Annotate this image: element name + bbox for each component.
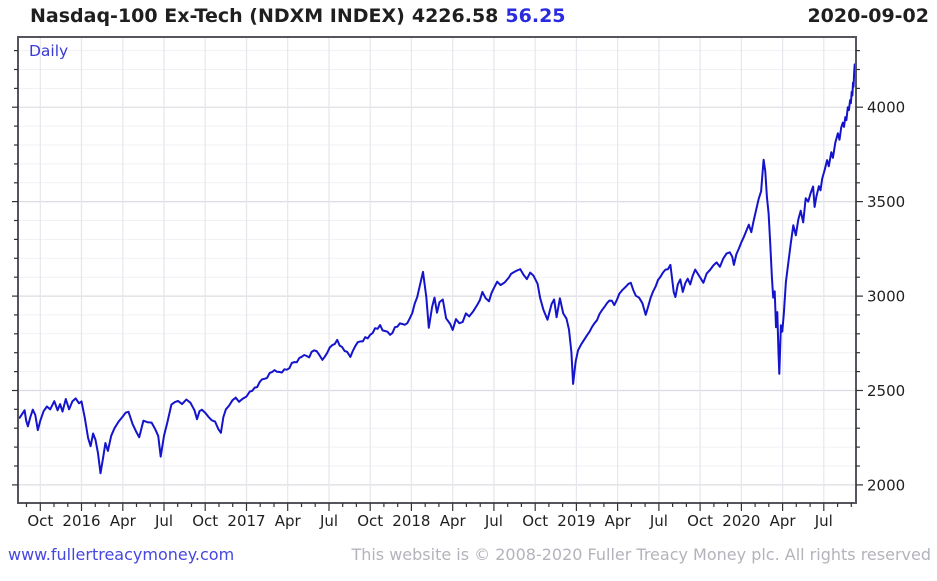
x-axis-label: Oct bbox=[27, 512, 53, 530]
page-footer: www.fullertreacymoney.com This website i… bbox=[0, 543, 937, 569]
x-axis-label: Apr bbox=[440, 512, 467, 530]
gridlines bbox=[18, 37, 856, 503]
x-axis-label: Jul bbox=[319, 512, 338, 530]
plot-border bbox=[17, 36, 857, 504]
chart-header: Nasdaq-100 Ex-Tech (NDXM INDEX) 4226.58 56… bbox=[0, 3, 937, 35]
x-axis-label: Oct bbox=[522, 512, 548, 530]
x-axis-label: Apr bbox=[110, 512, 137, 530]
website-link[interactable]: www.fullertreacymoney.com bbox=[8, 545, 235, 564]
y-axis-labels: 2000 2500 3000 3500 4000 bbox=[867, 99, 905, 495]
y-axis-label: 3500 bbox=[867, 193, 905, 211]
x-axis-label: 2018 bbox=[392, 512, 430, 530]
price-chart: 2000 2500 3000 3500 4000 Oct 2016 Apr Jul Oct 2017… bbox=[12, 36, 905, 530]
last-price: 4226.58 bbox=[411, 5, 499, 27]
x-axis-label: 2020 bbox=[722, 512, 760, 530]
y-axis-label: 3000 bbox=[867, 288, 905, 306]
price-series bbox=[18, 63, 856, 475]
x-axis-labels: Oct 2016 Apr Jul Oct 2017 Apr Jul Oct 2018 Apr Jul O… bbox=[27, 512, 833, 530]
price-line bbox=[18, 63, 856, 475]
chart-date: 2020-09-02 bbox=[807, 5, 929, 27]
x-axis-label: 2016 bbox=[62, 512, 100, 530]
x-axis-label: Oct bbox=[357, 512, 383, 530]
y-axis-label: 2500 bbox=[867, 382, 905, 400]
x-axis-label: Apr bbox=[770, 512, 797, 530]
x-axis-label: Jul bbox=[649, 512, 668, 530]
x-axis-label: Apr bbox=[605, 512, 632, 530]
chart-title: Nasdaq-100 Ex-Tech (NDXM INDEX) 4226.58 56… bbox=[30, 5, 566, 27]
x-axis-label: Jul bbox=[484, 512, 503, 530]
instrument-name: Nasdaq-100 Ex-Tech (NDXM INDEX) bbox=[30, 5, 405, 27]
copyright-text: This website is © 2008-2020 Fuller Treac… bbox=[351, 545, 931, 564]
x-axis-label: 2019 bbox=[557, 512, 595, 530]
x-axis-label: Oct bbox=[687, 512, 713, 530]
y-axis-label: 2000 bbox=[867, 476, 905, 494]
x-axis-label: Apr bbox=[275, 512, 302, 530]
x-axis-label: 2017 bbox=[227, 512, 265, 530]
axis-ticks bbox=[12, 49, 863, 511]
y-axis-label: 4000 bbox=[867, 99, 905, 117]
x-axis-label: Jul bbox=[814, 512, 833, 530]
frequency-label: Daily bbox=[29, 42, 68, 60]
x-axis-label: Oct bbox=[192, 512, 218, 530]
x-axis-label: Jul bbox=[154, 512, 173, 530]
price-change: 56.25 bbox=[505, 5, 566, 27]
